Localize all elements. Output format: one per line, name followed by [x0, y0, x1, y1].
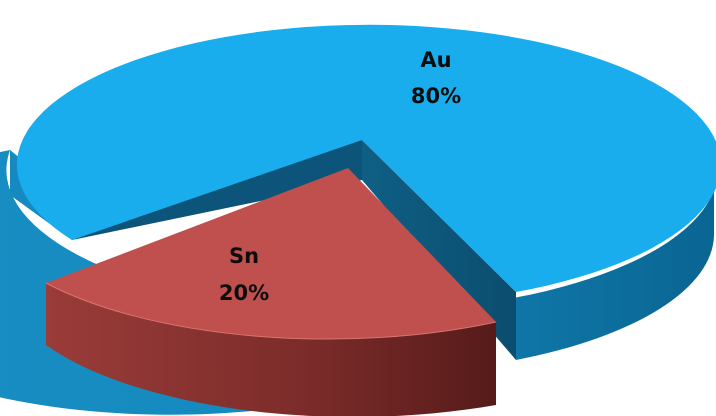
data-label-au-value: 80%: [411, 84, 461, 108]
data-label-au-name: Au: [420, 48, 451, 72]
data-label-sn-name: Sn: [229, 244, 259, 268]
data-label-sn-value: 20%: [219, 281, 269, 305]
